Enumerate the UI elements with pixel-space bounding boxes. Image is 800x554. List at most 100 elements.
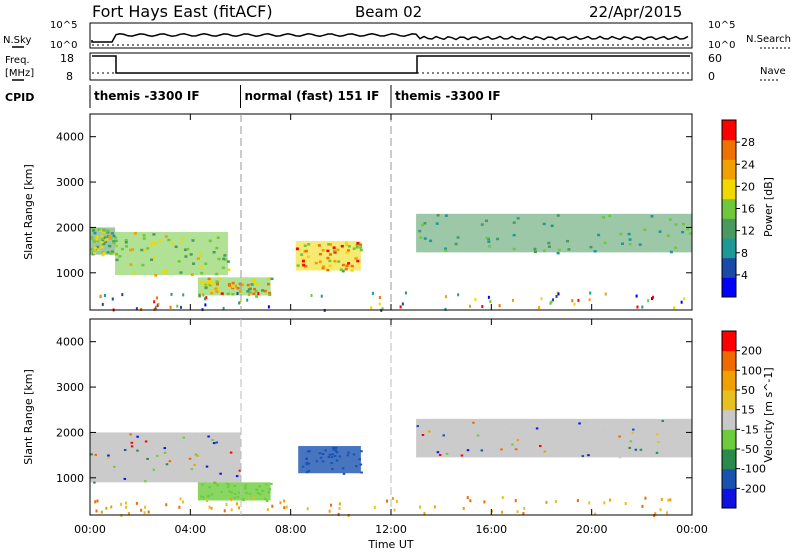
velocity-cell [248,492,252,495]
velocity-cell [601,428,605,431]
velocity-cell [258,485,261,488]
velocity-cell [113,465,116,468]
velocity-region [90,432,241,483]
colorbar-swatch [722,449,736,470]
power-noise-cell [444,295,447,299]
power-cell [218,277,222,280]
power-cell [154,241,158,245]
power-noise-cell [169,305,172,309]
colorbar-tick-label: -50 [741,443,759,456]
velocity-cell [305,458,308,461]
power-cell [344,267,348,271]
cpid-segments: themis -3300 IF normal (fast) 151 IF themi… [89,85,501,108]
power-noise-cell [683,297,686,301]
x-tick-label: 00:00 [74,523,106,536]
x-tick-label: 20:00 [576,523,608,536]
power-noise-cell [204,297,207,301]
velocity-noise-cell [147,510,150,514]
velocity-cell [129,433,132,436]
velocity-cell [421,434,425,437]
power-cell [174,245,178,249]
velocity-cell [255,488,259,491]
power-cell [355,245,359,249]
power-noise-cell [156,296,159,300]
power-cell [106,251,110,254]
velocity-cell [338,455,342,458]
power-noise-cell [170,292,173,296]
power-cell [487,240,491,243]
power-cell [231,286,235,290]
velocity-noise-cell [143,511,146,515]
velocity-cell [202,496,205,499]
power-cell [206,281,210,285]
velocity-cell [152,468,156,471]
velocity-noise-cell [545,500,548,504]
power-cell [270,277,274,281]
velocity-noise-cell [178,505,181,509]
velocity-noise-cell [624,501,627,505]
velocity-noise-cell [210,506,213,510]
power-cell [238,282,242,286]
velocity-cell [193,463,196,466]
velocity-noise-cell [554,500,557,504]
power-cell [352,247,356,250]
velocity-cell [581,455,585,458]
power-cell [231,281,235,285]
power-cell [204,286,208,289]
noise-right-tick-bottom: 10^0 [708,40,735,51]
velocity-noise-cell [603,501,606,505]
power-cell [597,233,601,237]
velocity-cell [136,449,139,452]
power-noise-cell [481,305,484,309]
velocity-cell [334,447,338,450]
colorbar-tick-label: 20 [741,180,755,193]
velocity-cell [331,453,334,456]
velocity-cell [657,440,660,443]
power-cell [115,252,119,256]
freq-tick-18: 18 [60,52,74,65]
velocity-cell [360,471,363,474]
power-cell [129,263,133,266]
velocity-noise-cell [588,501,591,505]
power-cell [339,268,343,271]
velocity-noise-cell [419,505,422,509]
velocity-noise-cell [120,502,123,506]
power-cell [131,248,135,251]
noise-right-tick-top: 10^5 [708,20,735,31]
power-cell [254,289,258,293]
power-noise-cell [378,296,381,300]
velocity-cell [352,453,356,456]
power-noise-cell [557,292,560,296]
power-cell [268,291,272,295]
freq-label-line1: Freq. [5,55,30,66]
power-noise-cell [641,305,644,309]
velocity-cell [634,448,638,451]
power-cell [567,248,571,251]
velocity-cell [358,458,361,461]
y-tick-label: 2000 [56,426,84,439]
velocity-cell [480,449,484,452]
power-cell [444,247,448,251]
colorbar-swatch [722,468,736,489]
power-noise-cell [636,305,639,309]
velocity-cell [324,449,327,452]
power-cell [336,248,340,252]
power-cell [681,230,685,234]
velocity-noise-cell [247,497,250,501]
freq-panel: Freq. [MHz] 18 8 60 0 Nave CPID [5,52,786,104]
x-tick-label: 16:00 [475,523,507,536]
power-noise-cell [589,291,592,295]
velocity-cell [265,483,268,486]
velocity-cell [516,439,520,442]
power-cell [350,269,354,272]
colorbar-frame [721,330,737,509]
power-cell [165,269,169,273]
velocity-cell [163,451,167,454]
velocity-cell [226,485,230,488]
velocity-cell [270,482,273,485]
power-cell [304,265,308,268]
velocity-cell [341,467,345,470]
freq-label-line2: [MHz] [5,68,34,79]
velocity-cell [194,433,198,436]
power-cell [674,223,678,226]
